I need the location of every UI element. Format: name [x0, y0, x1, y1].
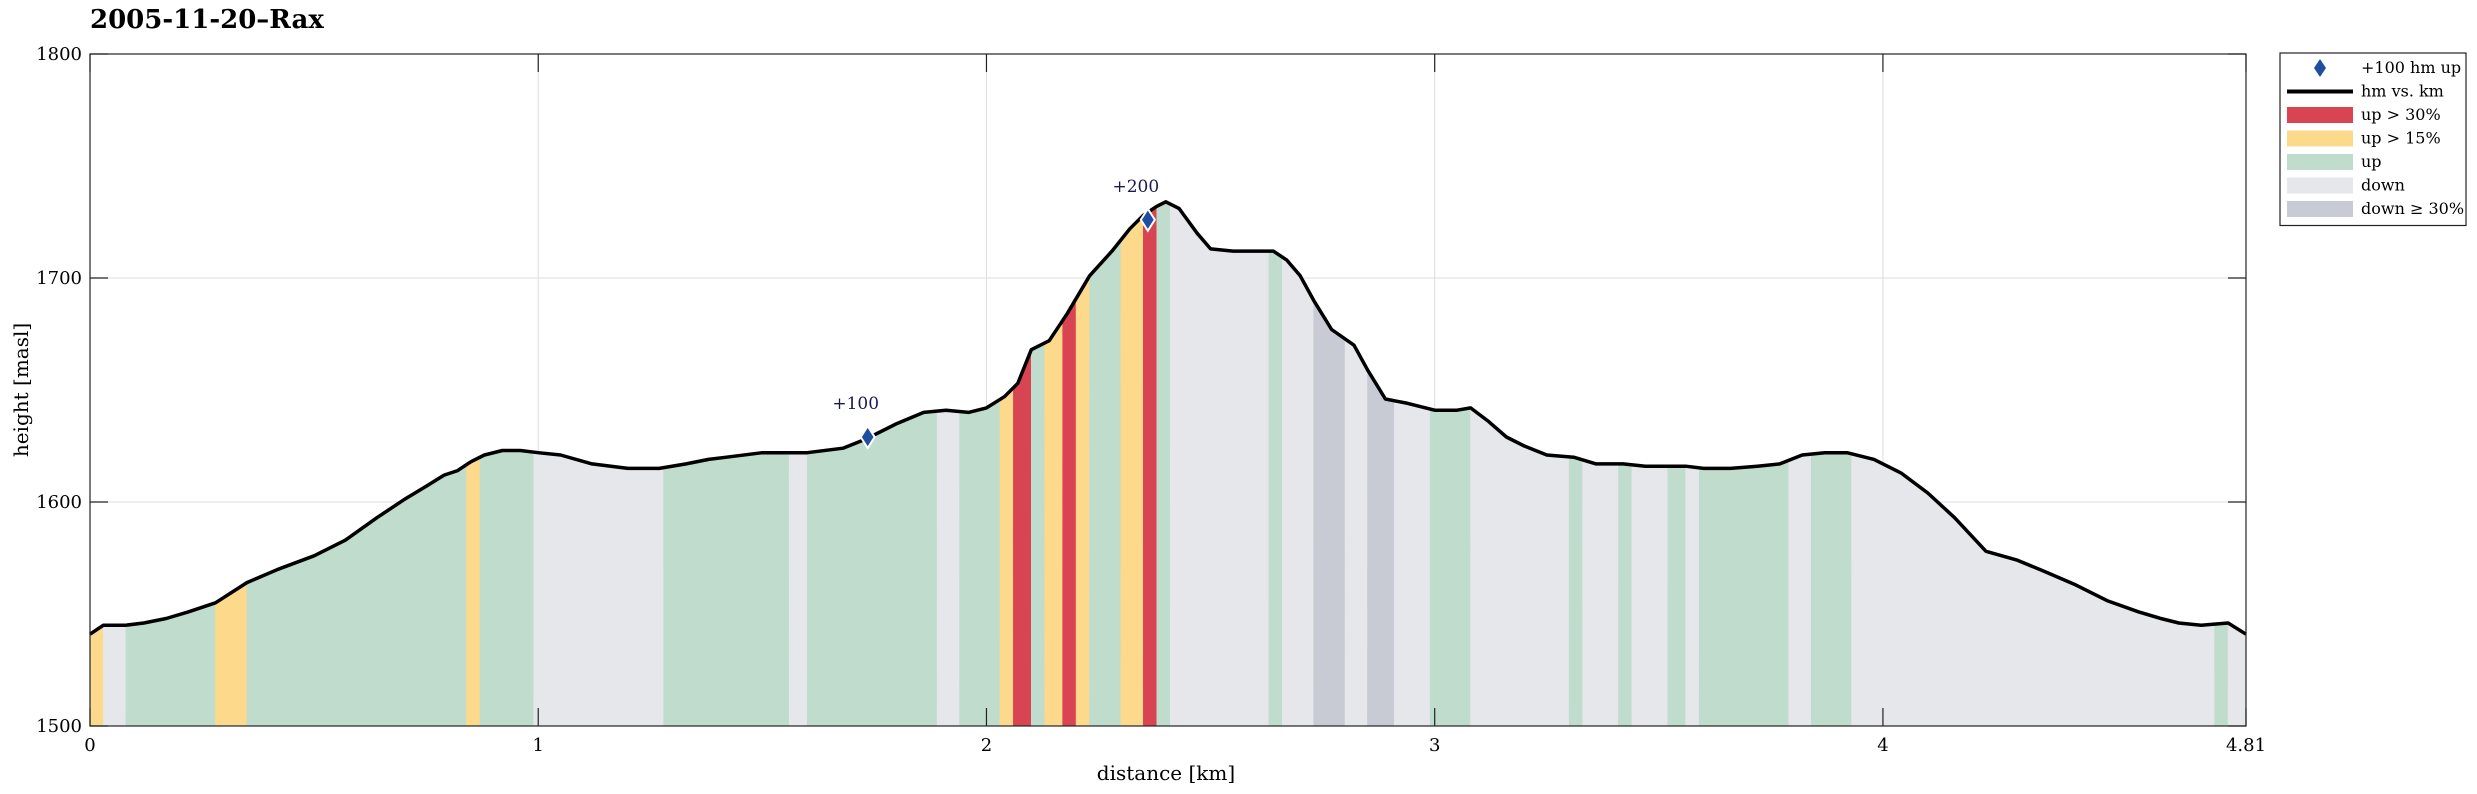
x-tick-label: 2: [981, 735, 992, 756]
segment-down: [1344, 338, 1368, 727]
segment-down: [1851, 453, 2215, 727]
legend-patch-up-gt-15: [2287, 130, 2353, 147]
segment-down: [1788, 453, 1812, 727]
marker-label: +200: [1112, 177, 1159, 197]
x-tick-label: 0: [84, 735, 95, 756]
segment-up: [663, 452, 790, 727]
legend-patch-up-gt-30: [2287, 107, 2353, 123]
segment-up-gt-15: [999, 387, 1014, 727]
segment-up: [1810, 452, 1852, 727]
segment-up-gt-15: [89, 624, 104, 727]
segment-up-gt-15: [1075, 274, 1090, 727]
segment-up-gt-30: [1062, 297, 1077, 727]
x-tick-label: 4: [1877, 735, 1888, 756]
y-axis-label: height [masl]: [9, 323, 33, 457]
x-tick-label: 3: [1429, 735, 1440, 756]
legend-label: +100 hm up: [2361, 58, 2461, 77]
segment-up: [125, 602, 216, 727]
marker-diamond: [859, 424, 876, 450]
segment-up-gt-15: [215, 582, 248, 727]
segment-down: [788, 452, 808, 727]
segment-down: [936, 409, 960, 727]
legend-patch-up: [2287, 154, 2353, 170]
segment-down-ge-30: [1313, 299, 1346, 727]
x-tick-label: 1: [533, 735, 544, 756]
segment-up: [1156, 201, 1171, 727]
segment-up: [1618, 463, 1633, 727]
segment-up: [959, 398, 1001, 727]
segment-up-gt-15: [466, 456, 481, 727]
segment-up: [1568, 456, 1583, 727]
segment-down: [1394, 400, 1431, 727]
axes-frame: [89, 53, 2247, 727]
legend-marker-icon: [2314, 59, 2326, 77]
legend-label: up: [2361, 152, 2382, 171]
y-tick-label: 1800: [36, 44, 82, 65]
marker-diamond: [1139, 206, 1157, 233]
segment-down: [1282, 256, 1315, 727]
segment-up: [1667, 465, 1687, 727]
segment-down: [2227, 622, 2247, 727]
segment-down: [533, 451, 665, 727]
segment-down: [1631, 464, 1669, 727]
segment-up: [1089, 239, 1122, 727]
legend: +100 hm up hm vs. km up > 30% up > 15% up dow…: [2279, 52, 2467, 227]
legend-label: hm vs. km: [2361, 82, 2444, 101]
profile-line: [89, 200, 2247, 636]
x-axis-label: distance [km]: [1097, 761, 1235, 785]
y-tick-label: 1600: [36, 492, 82, 513]
segment-up: [2214, 622, 2229, 727]
legend-patch-down-ge-30: [2287, 201, 2353, 217]
segment-up-gt-15: [1044, 319, 1064, 727]
y-tick-label: 1700: [36, 268, 82, 289]
segment-up: [1268, 250, 1283, 727]
legend-label: up > 30%: [2361, 105, 2441, 124]
segment-down: [1582, 459, 1619, 727]
segment-up-gt-15: [1120, 214, 1144, 727]
legend-label: down: [2361, 176, 2405, 195]
segment-up: [806, 410, 938, 727]
plot-area: 0 1 2 3 4 4.81 1500 1600 1700 1800 +100 +200: [36, 44, 2266, 756]
segment-down: [103, 624, 127, 727]
y-tick-label: 1500: [36, 716, 82, 737]
segment-up: [1429, 407, 1471, 727]
segment-up: [1030, 342, 1046, 727]
segment-up-gt-30: [1142, 205, 1158, 727]
legend-patch-down: [2287, 177, 2353, 194]
segment-up: [246, 464, 467, 727]
segment-up-gt-30: [1013, 349, 1032, 727]
segment-up: [479, 450, 535, 727]
segment-down-ge-30: [1367, 368, 1395, 727]
chart-title: 2005-11-20–Rax: [90, 5, 324, 35]
segment-up: [1698, 459, 1790, 727]
segment-down: [1169, 203, 1270, 727]
legend-label: up > 15%: [2361, 129, 2441, 148]
legend-label: down ≥ 30%: [2361, 199, 2464, 218]
segment-down: [1685, 465, 1700, 727]
marker-label: +100: [832, 394, 879, 414]
x-tick-label: 4.81: [2226, 735, 2266, 756]
